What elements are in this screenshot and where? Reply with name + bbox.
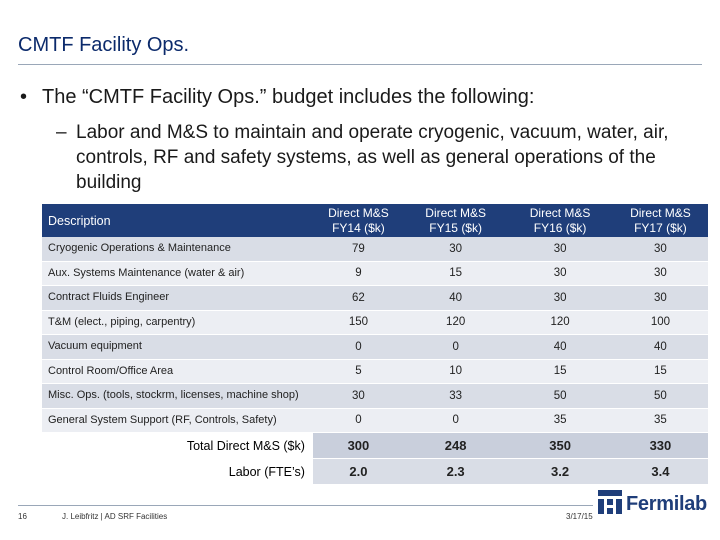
cell-fy16: 30 xyxy=(507,285,613,311)
cell-fy16: 30 xyxy=(507,261,613,286)
cell-fy15: 0 xyxy=(403,334,508,360)
header-fy14: Direct M&S FY14 ($k) xyxy=(312,204,404,237)
budget-table: Description Direct M&S FY14 ($k) Direct M… xyxy=(42,204,708,485)
row-label: General System Support (RF, Controls, Sa… xyxy=(42,408,313,433)
cell-fy14: 0 xyxy=(312,334,404,360)
row-label: Vacuum equipment xyxy=(42,334,313,360)
cell-fy16: 30 xyxy=(507,237,613,262)
cell-fy15: 40 xyxy=(403,285,508,311)
header-fy15-line1: Direct M&S xyxy=(425,205,486,220)
logo-text: Fermilab xyxy=(626,493,707,515)
cell-fy17: 50 xyxy=(612,383,708,409)
footer-date: 3/17/15 xyxy=(566,512,593,521)
labor-row: Labor (FTE’s) 2.0 2.3 3.2 3.4 xyxy=(42,458,708,485)
fermilab-logo-icon xyxy=(598,490,622,519)
header-fy16-line2: FY16 ($k) xyxy=(533,220,587,235)
total-fy15: 248 xyxy=(403,432,508,459)
table-header-row: Description Direct M&S FY14 ($k) Direct M… xyxy=(42,204,708,237)
cell-fy16: 35 xyxy=(507,408,613,433)
cell-fy16: 40 xyxy=(507,334,613,360)
header-description: Description xyxy=(42,204,313,237)
row-label: T&M (elect., piping, carpentry) xyxy=(42,310,313,335)
labor-fy14: 2.0 xyxy=(312,458,404,485)
main-bullet: • The “CMTF Facility Ops.” budget include… xyxy=(20,86,534,109)
footer-divider xyxy=(18,505,593,506)
table-row: Cryogenic Operations & Maintenance 79 30… xyxy=(42,237,708,262)
cell-fy17: 30 xyxy=(612,261,708,286)
header-fy17: Direct M&S FY17 ($k) xyxy=(612,204,708,237)
cell-fy17: 30 xyxy=(612,237,708,262)
labor-fy15: 2.3 xyxy=(403,458,508,485)
table-row: Misc. Ops. (tools, stockrm, licenses, ma… xyxy=(42,383,708,409)
cell-fy15: 30 xyxy=(403,237,508,262)
total-fy17: 330 xyxy=(612,432,708,459)
header-fy15-line2: FY15 ($k) xyxy=(429,220,482,235)
cell-fy15: 120 xyxy=(403,310,508,335)
sub-bullet-text: Labor and M&S to maintain and operate cr… xyxy=(76,122,669,193)
header-fy14-line1: Direct M&S xyxy=(328,205,389,220)
cell-fy15: 15 xyxy=(403,261,508,286)
cell-fy15: 10 xyxy=(403,359,508,384)
cell-fy16: 50 xyxy=(507,383,613,409)
sub-bullet: – Labor and M&S to maintain and operate … xyxy=(56,120,696,195)
cell-fy14: 30 xyxy=(312,383,404,409)
table-row: General System Support (RF, Controls, Sa… xyxy=(42,408,708,433)
cell-fy14: 9 xyxy=(312,261,404,286)
cell-fy14: 62 xyxy=(312,285,404,311)
sub-bullet-marker: – xyxy=(56,122,67,143)
labor-label: Labor (FTE’s) xyxy=(42,458,313,485)
total-fy14: 300 xyxy=(312,432,404,459)
cell-fy14: 5 xyxy=(312,359,404,384)
row-label: Cryogenic Operations & Maintenance xyxy=(42,237,313,262)
labor-fy16: 3.2 xyxy=(507,458,613,485)
cell-fy14: 79 xyxy=(312,237,404,262)
header-fy17-line1: Direct M&S xyxy=(630,205,691,220)
cell-fy16: 120 xyxy=(507,310,613,335)
total-label: Total Direct M&S ($k) xyxy=(42,432,313,459)
page-number: 16 xyxy=(18,512,27,521)
table-row: Vacuum equipment 0 0 40 40 xyxy=(42,334,708,360)
cell-fy17: 40 xyxy=(612,334,708,360)
table-row: T&M (elect., piping, carpentry) 150 120 … xyxy=(42,310,708,335)
total-fy16: 350 xyxy=(507,432,613,459)
cell-fy17: 35 xyxy=(612,408,708,433)
header-fy16-line1: Direct M&S xyxy=(529,205,591,220)
main-bullet-text: The “CMTF Facility Ops.” budget includes… xyxy=(42,86,535,108)
header-fy14-line2: FY14 ($k) xyxy=(332,220,385,235)
cell-fy14: 0 xyxy=(312,408,404,433)
header-fy16: Direct M&S FY16 ($k) xyxy=(507,204,613,237)
title-divider xyxy=(18,64,702,65)
slide-title: CMTF Facility Ops. xyxy=(18,34,190,56)
cell-fy15: 0 xyxy=(403,408,508,433)
cell-fy14: 150 xyxy=(312,310,404,335)
row-label: Control Room/Office Area xyxy=(42,359,313,384)
labor-fy17: 3.4 xyxy=(612,458,708,485)
table-row: Control Room/Office Area 5 10 15 15 xyxy=(42,359,708,384)
cell-fy17: 15 xyxy=(612,359,708,384)
total-row: Total Direct M&S ($k) 300 248 350 330 xyxy=(42,432,708,459)
header-fy17-line2: FY17 ($k) xyxy=(634,220,687,235)
bullet-marker: • xyxy=(20,86,28,108)
cell-fy17: 100 xyxy=(612,310,708,335)
fermilab-logo: Fermilab xyxy=(598,490,707,519)
row-label: Misc. Ops. (tools, stockrm, licenses, ma… xyxy=(42,383,313,409)
cell-fy17: 30 xyxy=(612,285,708,311)
footer-author: J. Leibfritz | AD SRF Facilities xyxy=(62,512,168,521)
cell-fy16: 15 xyxy=(507,359,613,384)
header-fy15: Direct M&S FY15 ($k) xyxy=(403,204,508,237)
row-label: Aux. Systems Maintenance (water & air) xyxy=(42,261,313,286)
table-row: Aux. Systems Maintenance (water & air) 9… xyxy=(42,261,708,286)
cell-fy15: 33 xyxy=(403,383,508,409)
table-row: Contract Fluids Engineer 62 40 30 30 xyxy=(42,285,708,311)
row-label: Contract Fluids Engineer xyxy=(42,285,313,311)
